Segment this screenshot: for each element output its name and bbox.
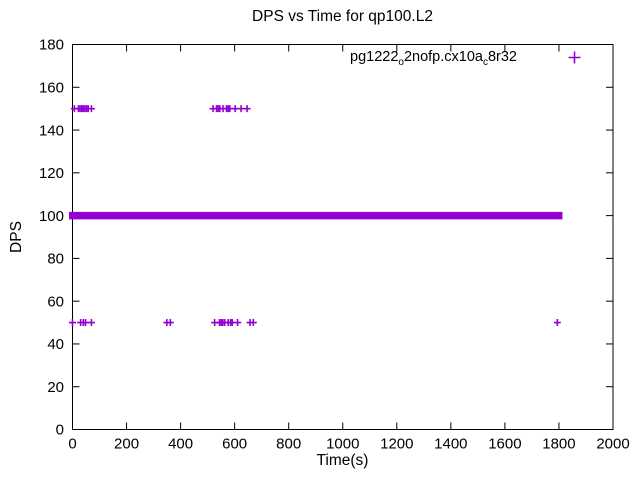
y-tick-label: 60 (47, 293, 64, 310)
series-marker-icon (568, 51, 581, 63)
plot-border (72, 44, 614, 430)
x-tick-label: 800 (276, 436, 301, 453)
data-point-marker (231, 105, 239, 113)
legend: pg1222o2nofp.cx10ac8r32 (350, 48, 581, 68)
y-tick-label: 180 (39, 37, 64, 54)
data-point-marker (87, 319, 95, 327)
data-point-marker (69, 319, 76, 327)
y-tick-label: 160 (39, 79, 64, 96)
legend-label-segment: pg1222 (350, 49, 399, 65)
legend-label-subscript: o (398, 57, 404, 68)
y-tick-label: 140 (39, 122, 64, 139)
x-tick-label: 1000 (326, 436, 359, 453)
series-points (69, 105, 563, 327)
data-point-marker (553, 319, 561, 327)
y-tick-label: 80 (47, 251, 64, 268)
x-tick-label: 1200 (380, 436, 413, 453)
x-tick-label: 2000 (596, 436, 629, 453)
data-point-marker (69, 212, 76, 220)
x-axis-label: Time(s) (316, 452, 369, 469)
y-tick-label: 20 (47, 379, 64, 396)
y-tick-label: 100 (39, 208, 64, 225)
x-axis-ticks: 0 200 400 600 800 1000 1200 1400 1600 1800 2000 (68, 44, 630, 453)
y-axis-label: DPS (8, 221, 25, 253)
x-tick-label: 200 (114, 436, 139, 453)
x-tick-label: 600 (222, 436, 247, 453)
y-axis-ticks: 0 20 40 60 80 100 120 140 160 180 (39, 37, 613, 439)
y-tick-label: 40 (47, 336, 64, 353)
x-tick-label: 1800 (542, 436, 575, 453)
data-point-marker (555, 212, 563, 220)
data-point-marker (249, 319, 257, 327)
x-tick-label: 1600 (488, 436, 521, 453)
data-band (69, 211, 563, 220)
legend-label-segment: 8r32 (487, 49, 517, 65)
y-tick-label: 0 (56, 422, 64, 439)
data-point-marker (243, 105, 251, 113)
y-tick-label: 120 (39, 165, 64, 182)
legend-label-segment: 2nofp.cx10a (403, 49, 483, 65)
data-point-marker (234, 319, 242, 327)
legend-label-subscript: c (482, 57, 488, 68)
x-tick-label: 400 (168, 436, 193, 453)
data-point-marker (81, 319, 89, 327)
chart-title: DPS vs Time for qp100.L2 (252, 8, 433, 25)
legend-series-label: pg1222o2nofp.cx10ac8r32 (350, 49, 517, 68)
x-tick-label: 1400 (434, 436, 467, 453)
data-point-marker (166, 319, 174, 327)
data-point-marker (87, 105, 95, 113)
x-tick-label: 0 (68, 436, 76, 453)
data-point-marker (237, 105, 245, 113)
